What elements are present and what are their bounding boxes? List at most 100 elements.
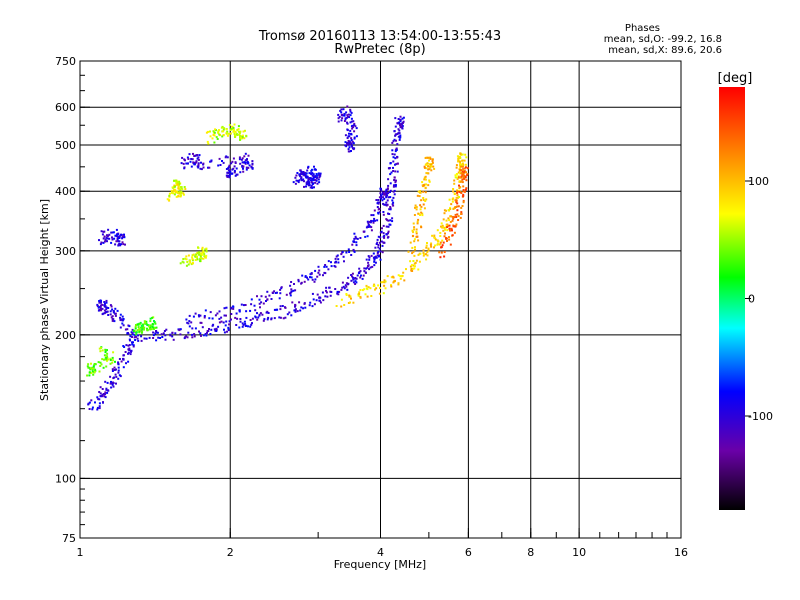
data-point: [444, 226, 447, 229]
data-point: [397, 132, 400, 135]
data-point: [105, 301, 108, 304]
data-point: [466, 174, 469, 177]
data-point: [101, 307, 104, 310]
data-point: [305, 172, 308, 175]
data-point: [290, 288, 293, 291]
data-point: [249, 319, 252, 321]
data-point: [98, 398, 101, 401]
data-point: [243, 155, 246, 158]
data-point: [290, 281, 293, 283]
data-point: [119, 318, 122, 321]
data-point: [114, 243, 117, 246]
data-point: [101, 395, 103, 398]
data-point: [98, 239, 100, 242]
data-point: [193, 155, 196, 157]
data-point: [97, 361, 100, 364]
data-point: [451, 215, 454, 218]
data-point: [173, 179, 176, 182]
data-point: [143, 337, 146, 340]
data-point: [105, 365, 108, 368]
data-point: [134, 333, 137, 336]
data-point: [389, 207, 392, 210]
data-point: [353, 124, 356, 127]
data-point: [398, 132, 401, 135]
data-point: [183, 186, 186, 188]
data-point: [192, 152, 194, 155]
data-point: [370, 226, 373, 229]
data-point: [112, 231, 115, 234]
data-point: [195, 161, 198, 164]
data-point: [457, 215, 460, 218]
data-point: [258, 302, 261, 305]
data-point: [146, 329, 149, 332]
data-point: [413, 240, 416, 243]
data-point: [383, 279, 386, 282]
data-point: [106, 310, 109, 313]
data-point: [349, 108, 352, 111]
data-point: [148, 325, 151, 328]
data-point: [238, 326, 241, 329]
data-point: [409, 265, 412, 268]
data-point: [110, 382, 113, 385]
data-point: [335, 255, 338, 258]
data-point: [201, 326, 204, 329]
data-point: [374, 219, 376, 222]
data-point: [328, 286, 331, 289]
data-point: [393, 138, 396, 141]
data-point: [213, 141, 216, 144]
data-point: [336, 292, 339, 295]
data-point: [98, 407, 101, 410]
data-point: [246, 158, 248, 161]
data-point: [88, 366, 91, 369]
data-point: [304, 306, 307, 309]
data-point: [443, 235, 446, 238]
data-point: [203, 315, 206, 317]
data-point: [146, 327, 148, 330]
data-point: [395, 148, 398, 151]
data-point: [453, 192, 456, 195]
data-point: [297, 278, 300, 281]
data-point: [182, 162, 185, 165]
data-point: [426, 251, 429, 254]
data-point: [424, 157, 427, 159]
data-point: [238, 132, 241, 135]
data-point: [337, 113, 340, 116]
data-point: [121, 236, 124, 239]
data-point: [92, 367, 95, 370]
data-point: [459, 164, 461, 166]
data-point: [117, 369, 120, 372]
data-point: [209, 130, 211, 133]
y-tick-label: 300: [55, 245, 76, 258]
data-point: [373, 283, 376, 286]
data-point: [101, 358, 104, 361]
data-point: [218, 321, 221, 324]
data-point: [464, 153, 467, 156]
data-point: [317, 271, 320, 274]
data-point: [237, 128, 240, 130]
data-point: [426, 254, 429, 257]
data-point: [393, 130, 396, 133]
data-point: [189, 160, 192, 163]
data-point: [402, 120, 405, 123]
y-tick-label: 400: [55, 185, 76, 198]
data-point: [143, 328, 145, 331]
data-point: [194, 259, 197, 261]
data-point: [413, 214, 416, 216]
data-point: [235, 167, 238, 170]
data-point: [377, 202, 380, 205]
data-point: [427, 247, 430, 250]
data-point: [105, 306, 108, 309]
x-axis-label: Frequency [MHz]: [334, 558, 426, 571]
data-point: [227, 327, 230, 330]
data-point: [348, 294, 351, 297]
data-point: [168, 194, 171, 197]
data-point: [239, 318, 242, 320]
data-point: [457, 205, 460, 208]
data-point: [311, 305, 314, 308]
data-point: [389, 182, 392, 185]
data-point: [350, 120, 353, 123]
data-point: [199, 332, 202, 335]
data-point: [188, 153, 191, 156]
